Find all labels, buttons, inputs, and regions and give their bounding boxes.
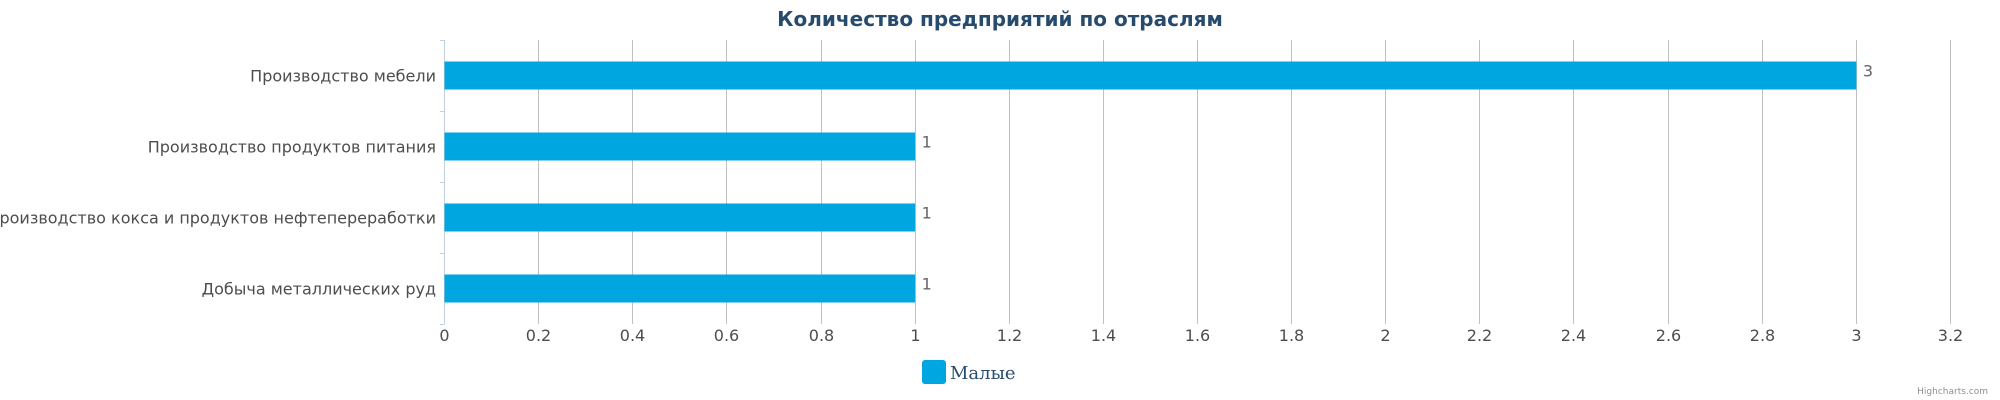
bar[interactable] [444,274,916,303]
x-tick-label: 1.2 [997,326,1022,345]
x-tick-label: 3.2 [1938,326,1963,345]
data-label: 1 [922,275,932,294]
data-label: 1 [922,133,932,152]
x-tick-label: 0.4 [620,326,645,345]
x-tick-label: 2.8 [1750,326,1775,345]
legend-item-label[interactable]: Малые [950,363,1016,384]
x-tick-label: 1.4 [1091,326,1116,345]
x-tick-label: 1.6 [1185,326,1210,345]
bar[interactable] [444,61,1857,90]
data-labels: 3 1 1 1 [922,62,1873,294]
bars [444,61,1857,303]
category-labels: Производство мебели Производство продукто… [0,67,436,299]
category-label: Производство кокса и продуктов нефтепере… [0,209,436,228]
legend[interactable]: Малые [922,360,1016,384]
y-axis [440,40,445,325]
x-tick-label: 0.6 [714,326,739,345]
category-label: Добыча металлических руд [202,280,436,299]
x-tick-label: 0.2 [526,326,551,345]
chart-title: Количество предприятий по отраслям [777,7,1223,31]
x-tick-label: 3 [1851,326,1861,345]
x-tick-label: 0.8 [809,326,834,345]
x-tick-label: 2 [1380,326,1390,345]
category-label: Производство мебели [250,67,436,86]
category-label: Производство продуктов питания [148,138,436,157]
x-tick-label: 2.4 [1561,326,1586,345]
data-label: 1 [922,204,932,223]
legend-swatch-icon[interactable] [922,360,946,384]
x-tick-label: 1.8 [1279,326,1304,345]
x-tick-label: 0 [439,326,449,345]
bar[interactable] [444,132,916,161]
data-label: 3 [1863,62,1873,81]
bar[interactable] [444,203,916,232]
x-tick-labels: 0 0.2 0.4 0.6 0.8 1 1.2 1.4 1.6 1.8 2 2.2 2.4 2.6 2.8 3… [439,326,1963,345]
x-tick-label: 2.2 [1467,326,1492,345]
credits-link[interactable]: Highcharts.com [1917,387,1988,397]
x-tick-label: 1 [910,326,920,345]
x-tick-label: 2.6 [1656,326,1681,345]
